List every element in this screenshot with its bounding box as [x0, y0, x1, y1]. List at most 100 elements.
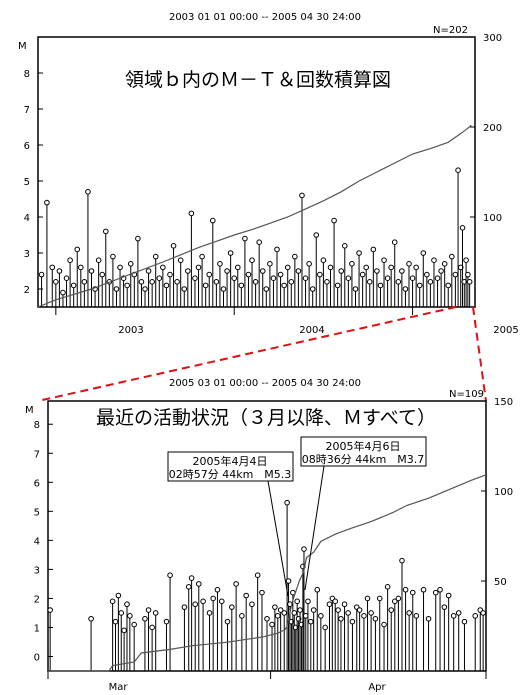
event-marker: [127, 613, 133, 619]
event-marker: [185, 584, 192, 590]
event-marker: [152, 253, 159, 260]
event-marker: [259, 268, 266, 274]
bottom-date-range: 2005 03 01 00:00 -- 2005 04 30 24:00: [169, 378, 361, 389]
event-marker: [465, 271, 471, 278]
event-marker: [277, 271, 284, 278]
event-marker: [85, 189, 91, 195]
event-marker: [227, 250, 234, 256]
event-marker: [284, 264, 291, 271]
y2-tick-label: 300: [483, 33, 502, 44]
annotation-2005-04-06: 2005年4月6日 08時36分 44km M3.7: [300, 436, 427, 591]
bottom-y2-ticks: 50 100 150: [481, 397, 513, 588]
event-marker: [384, 584, 391, 590]
event-marker: [239, 613, 245, 619]
annotation-detail: 08時36分 44km M3.7: [302, 453, 425, 466]
y-tick-label: 2: [24, 285, 30, 296]
event-marker: [324, 279, 330, 285]
event-marker: [331, 217, 337, 224]
y2-tick-label: 50: [494, 577, 507, 588]
zoom-connector-left: [37, 306, 457, 402]
event-marker: [359, 271, 366, 278]
y-tick-label: 6: [34, 478, 40, 489]
annotation-leader-line: [267, 480, 289, 597]
event-marker: [177, 257, 184, 264]
event-marker: [455, 610, 462, 616]
event-marker: [292, 253, 298, 260]
event-marker: [392, 598, 398, 605]
event-marker: [374, 268, 380, 274]
event-marker: [53, 279, 59, 285]
event-marker: [297, 607, 303, 613]
event-marker: [399, 268, 405, 274]
event-marker: [74, 246, 81, 253]
event-marker: [368, 610, 374, 616]
top-chart: 2003 01 01 00:00 -- 2005 04 30 24:00 N=2…: [18, 12, 519, 336]
event-marker: [70, 282, 77, 289]
top-event-count: N=202: [433, 25, 468, 36]
event-marker: [67, 257, 73, 264]
event-marker: [288, 279, 295, 285]
event-marker: [432, 589, 439, 596]
event-marker: [309, 286, 316, 292]
event-marker: [455, 167, 461, 173]
event-marker: [272, 604, 278, 610]
event-marker: [181, 604, 188, 610]
event-marker: [356, 250, 362, 256]
annotation-leader-line: [304, 465, 325, 591]
bottom-x-ticks: [47, 671, 487, 679]
event-marker: [334, 282, 341, 289]
event-marker: [56, 268, 63, 274]
event-marker: [370, 246, 377, 253]
top-cumulative-count-line: [37, 124, 472, 308]
event-marker: [472, 613, 479, 619]
event-marker: [409, 589, 416, 596]
event-marker: [395, 595, 402, 602]
y-tick-label: 5: [24, 177, 30, 188]
event-marker: [135, 235, 141, 242]
event-marker: [99, 271, 106, 278]
event-marker: [449, 253, 455, 260]
event-marker: [413, 613, 420, 619]
event-marker: [113, 286, 120, 292]
event-marker: [145, 268, 152, 274]
top-x-tick-label: 2003: [118, 325, 143, 336]
event-marker: [249, 257, 255, 264]
event-marker: [38, 271, 45, 278]
top-x-ticks: [55, 307, 414, 315]
event-marker: [327, 264, 334, 271]
event-marker: [425, 615, 432, 622]
event-marker: [259, 589, 265, 596]
event-marker: [110, 253, 116, 260]
annotation-box: [167, 451, 294, 482]
bottom-x-tick-label: Mar: [109, 682, 129, 693]
annotation-date: 2005年4月4日: [193, 454, 268, 468]
y2-tick-label: 200: [483, 123, 502, 134]
event-marker: [199, 253, 205, 260]
event-marker: [188, 575, 195, 581]
event-marker: [49, 264, 56, 271]
event-marker: [124, 601, 130, 608]
bottom-y-ticks: 0 1 2 3 4 5 6 7 8: [34, 420, 53, 663]
event-marker: [299, 192, 305, 199]
event-marker: [434, 275, 441, 282]
event-marker: [252, 279, 259, 285]
event-marker: [341, 243, 348, 249]
event-marker: [167, 572, 173, 578]
event-marker: [399, 557, 405, 564]
event-marker: [145, 607, 152, 613]
event-marker: [88, 615, 94, 622]
event-marker: [233, 581, 239, 587]
event-marker: [291, 610, 298, 616]
event-marker: [317, 271, 323, 278]
event-marker: [402, 586, 409, 593]
y-tick-label: 8: [34, 420, 40, 431]
event-marker: [314, 586, 321, 593]
event-marker: [220, 286, 227, 292]
event-marker: [364, 595, 371, 602]
event-marker: [138, 279, 145, 285]
event-marker: [200, 598, 206, 605]
event-marker: [376, 595, 383, 602]
top-y-axis-label: M: [18, 41, 27, 52]
event-marker: [174, 279, 180, 285]
